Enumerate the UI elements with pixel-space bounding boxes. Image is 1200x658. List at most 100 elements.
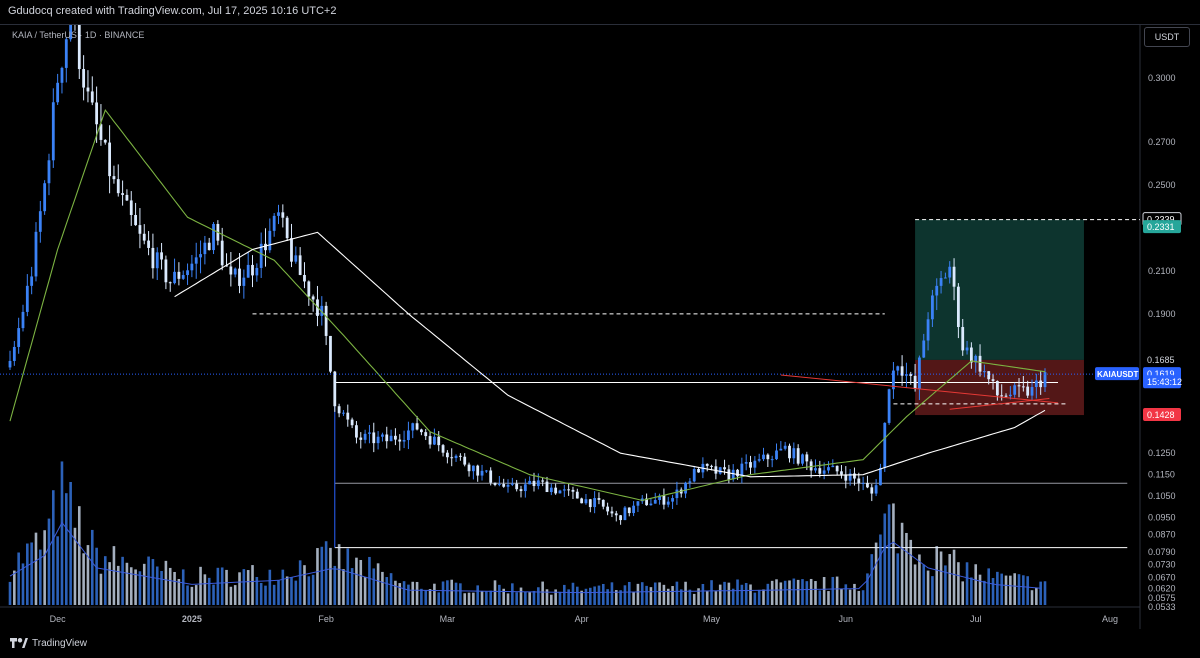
candle-body bbox=[519, 489, 523, 492]
volume-bar bbox=[723, 581, 726, 605]
candle-body bbox=[623, 507, 627, 521]
volume-bar bbox=[281, 569, 285, 605]
candle-body bbox=[939, 278, 943, 286]
candle-body bbox=[991, 379, 995, 381]
candle-body bbox=[1034, 380, 1038, 388]
volume-bar bbox=[498, 584, 501, 605]
candle-body bbox=[740, 463, 744, 477]
y-tick-label: 0.1150 bbox=[1148, 470, 1175, 480]
volume-bar bbox=[524, 591, 527, 605]
candle-body bbox=[337, 406, 341, 414]
candle-body bbox=[658, 495, 661, 501]
candle-body bbox=[324, 305, 328, 336]
symbol-price-tag bbox=[1095, 367, 1139, 381]
candle-body bbox=[757, 459, 761, 461]
candle-body bbox=[805, 454, 809, 462]
candle-body bbox=[575, 491, 579, 499]
volume-bar bbox=[939, 551, 943, 605]
volume-bar bbox=[272, 584, 276, 605]
volume-bar bbox=[294, 580, 298, 605]
moving-average-fast[interactable] bbox=[9, 108, 1046, 501]
candle-body bbox=[723, 467, 726, 470]
volume-bar bbox=[264, 585, 267, 605]
brand[interactable]: TradingView bbox=[10, 637, 87, 649]
candle-body bbox=[558, 490, 562, 494]
y-tick-label: 0.1050 bbox=[1148, 491, 1176, 501]
volume-bar bbox=[407, 584, 410, 605]
candle-body bbox=[428, 436, 432, 445]
volume-bar bbox=[571, 582, 575, 605]
volume-bar bbox=[645, 585, 648, 605]
candle-body bbox=[1030, 387, 1034, 396]
chart-frame[interactable]: 0.3000 0.2700 0.2500 0.2100 0.1900 0.1685 0.12… bbox=[0, 24, 1200, 629]
candle-body bbox=[974, 355, 978, 363]
y-tick-label: 0.0670 bbox=[1148, 573, 1176, 583]
volume-bar bbox=[30, 542, 33, 605]
volume-bar bbox=[636, 583, 640, 605]
volume-bar bbox=[961, 581, 965, 605]
candle-body bbox=[1004, 395, 1008, 397]
candle-body bbox=[896, 366, 900, 371]
volume-bar bbox=[290, 577, 293, 605]
candle-body bbox=[822, 470, 826, 474]
volume-bar bbox=[736, 579, 739, 605]
candle-body bbox=[827, 467, 830, 471]
volume-bar bbox=[996, 571, 999, 605]
candle-body bbox=[744, 462, 748, 464]
volume-bar bbox=[922, 564, 926, 605]
volume-bar bbox=[744, 583, 748, 605]
candle-body bbox=[935, 285, 939, 296]
candle-body bbox=[987, 371, 991, 380]
stop-zone[interactable] bbox=[915, 359, 1084, 416]
symbol-legend[interactable]: KAIA / TetherUS · 1D · BINANCE bbox=[12, 30, 145, 40]
currency-button[interactable]: USDT bbox=[1144, 27, 1190, 47]
candle-body bbox=[692, 469, 696, 482]
volume-bar bbox=[21, 563, 25, 605]
volume-bar bbox=[892, 503, 895, 605]
volume-bar bbox=[26, 543, 29, 605]
y-tick-label: 0.2100 bbox=[1148, 266, 1176, 276]
candle-body bbox=[588, 499, 592, 508]
volume-bar bbox=[896, 553, 900, 605]
volume-bar bbox=[242, 569, 246, 605]
trendline-1[interactable] bbox=[949, 398, 1050, 410]
candle-body bbox=[372, 432, 376, 444]
candle-body bbox=[554, 487, 558, 494]
volume-bar bbox=[329, 547, 332, 605]
target-zone[interactable] bbox=[915, 219, 1084, 360]
volume-bar bbox=[285, 576, 289, 605]
candle-body bbox=[627, 507, 631, 514]
volume-bar bbox=[653, 582, 657, 605]
candle-body bbox=[268, 230, 272, 251]
candle-body bbox=[961, 327, 965, 351]
volume-bar bbox=[480, 591, 484, 605]
moving-average-slow[interactable] bbox=[174, 231, 1046, 478]
candle-body bbox=[125, 194, 129, 201]
volume-bar bbox=[662, 584, 666, 605]
volume-bar bbox=[125, 562, 129, 605]
candle-body bbox=[394, 435, 397, 440]
candle-body bbox=[242, 277, 246, 286]
volume-bar bbox=[307, 576, 311, 605]
candle-body bbox=[688, 481, 692, 483]
volume-bar bbox=[1017, 574, 1021, 605]
volume-bar bbox=[324, 541, 328, 605]
volume-bar bbox=[134, 569, 137, 605]
candle-body bbox=[922, 340, 926, 358]
candle-body bbox=[671, 498, 674, 502]
volume-bar bbox=[472, 592, 475, 605]
volume-bar bbox=[822, 577, 826, 605]
volume-bar bbox=[433, 583, 436, 605]
volume-bar bbox=[363, 576, 367, 605]
price-chart[interactable]: 0.3000 0.2700 0.2500 0.2100 0.1900 0.1685 0.12… bbox=[0, 25, 1200, 629]
candle-body bbox=[614, 513, 618, 516]
trendline-0[interactable] bbox=[780, 374, 1059, 404]
y-tick-label: 0.0575 bbox=[1148, 593, 1176, 603]
candle-body bbox=[82, 69, 86, 88]
y-tick-label: 0.0533 bbox=[1148, 602, 1176, 612]
candle-body bbox=[86, 87, 90, 92]
volume-bar bbox=[762, 589, 765, 605]
candle-body bbox=[173, 271, 176, 284]
tradingview-logo-icon bbox=[10, 638, 28, 648]
candle-body bbox=[610, 511, 614, 514]
